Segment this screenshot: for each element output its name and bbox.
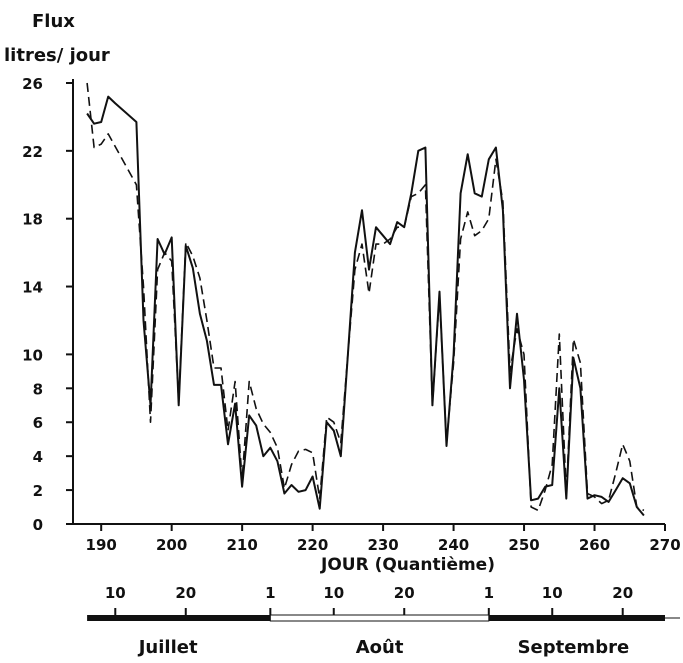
x-tick-label: 190 [86, 536, 117, 554]
month-tick-label: 1 [484, 584, 494, 602]
x-axis-title: JOUR (Quantième) [320, 555, 495, 575]
axes [72, 79, 665, 525]
month-tick-label: 20 [175, 584, 196, 602]
y-tick-label: 10 [22, 346, 43, 364]
x-tick-label: 230 [367, 536, 398, 554]
y-axis-title-line1: Flux [32, 11, 75, 32]
x-tick-label: 200 [156, 536, 187, 554]
month-span-bar [269, 614, 490, 622]
x-tick-label: 260 [579, 536, 610, 554]
x-ticks: 190 200 210 220 230 240 250 260 270 [86, 524, 681, 554]
y-tick-label: 26 [22, 75, 43, 93]
month-scale: 10 20 1 10 20 1 10 20 Juillet Août Septembre [87, 584, 680, 658]
y-tick-label: 2 [33, 482, 43, 500]
month-span-bar [488, 615, 665, 621]
y-tick-label: 0 [33, 516, 43, 534]
y-tick-label: 18 [22, 211, 43, 229]
y-tick-label: 14 [22, 279, 43, 297]
series-group [86, 82, 645, 517]
x-tick-label: 220 [297, 536, 328, 554]
month-name-label: Septembre [518, 637, 630, 658]
y-tick-label: 22 [22, 143, 43, 161]
month-span-bar [87, 615, 271, 621]
month-tick-label: 10 [323, 584, 344, 602]
month-tick-label: 20 [612, 584, 633, 602]
month-name-label: Août [356, 637, 404, 658]
y-axis-title-line2: litres/ jour [4, 45, 110, 66]
x-tick-label: 240 [438, 536, 469, 554]
month-name-label: Juillet [137, 637, 198, 658]
y-tick-label: 4 [33, 448, 43, 466]
y-tick-label: 6 [33, 414, 43, 432]
month-tick-label: 10 [542, 584, 563, 602]
y-ticks: 0 2 4 6 8 10 14 18 22 26 [22, 75, 73, 534]
month-tick-label: 20 [394, 584, 415, 602]
x-tick-label: 270 [649, 536, 680, 554]
month-tick-label: 10 [105, 584, 126, 602]
y-tick-label: 8 [33, 380, 43, 398]
series-line-dashed [86, 82, 645, 512]
series-line-solid [86, 95, 645, 517]
x-tick-label: 210 [226, 536, 257, 554]
x-tick-label: 250 [508, 536, 539, 554]
month-tick-label: 1 [265, 584, 275, 602]
